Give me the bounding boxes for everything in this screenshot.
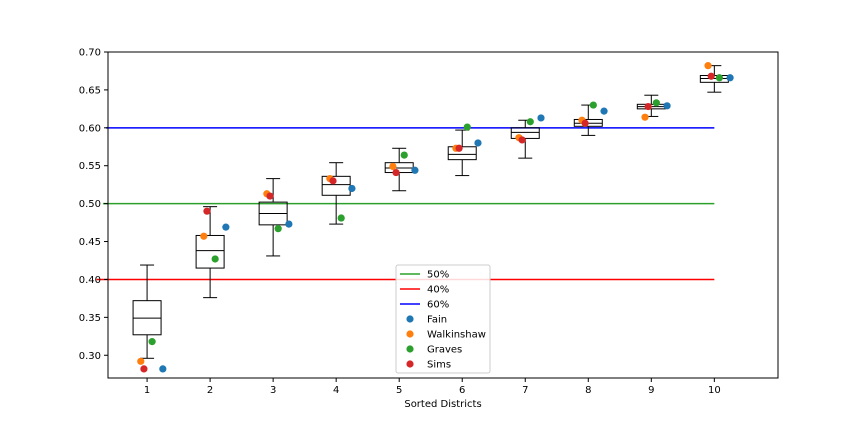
legend-marker [406,315,414,323]
x-tick-label: 4 [333,385,339,396]
legend-marker [406,360,414,368]
point-fain [537,114,545,122]
point-fain [474,139,482,147]
x-tick-label: 8 [585,385,591,396]
point-walkinshaw [389,162,397,171]
x-tick-label: 3 [270,385,276,396]
box-district-5 [384,147,414,192]
x-tick-label: 5 [396,385,402,396]
x-axis: 1 2 3 4 5 6 7 8 9 10 [144,378,721,396]
point-fain [348,184,356,193]
x-tick-label: 6 [459,385,465,396]
point-walkinshaw [200,232,208,240]
box-district-2 [195,206,225,299]
point-fain [222,223,230,231]
legend-label: Fain [427,315,447,326]
x-tick-label: 7 [522,385,528,396]
point-fain [726,74,734,82]
reference-lines [96,127,715,281]
legend: 50% 40% 60% Fain Walkinshaw Graves Sims [395,264,491,374]
point-graves [589,101,597,109]
point-walkinshaw [704,62,712,70]
legend-marker [406,330,414,338]
legend-box [395,264,491,374]
y-axis: 0.30 0.35 0.40 0.45 0.50 0.55 0.60 0.65 0.70 [79,48,108,362]
box-district-8 [573,104,603,136]
x-axis-label: Sorted Districts [404,399,481,410]
point-sims [392,168,400,177]
legend-label: Graves [427,345,462,356]
point-graves [526,118,534,126]
legend-label: Sims [427,360,451,371]
box-district-10 [699,65,729,93]
legend-marker [406,345,414,353]
point-sims [203,207,211,215]
point-sims [644,102,652,111]
point-sims [266,192,274,200]
point-sims [518,136,526,144]
legend-label: 60% [427,300,449,311]
point-graves [274,225,282,233]
point-sims [329,177,337,185]
y-tick-label: 0.65 [79,85,101,96]
legend-label: 40% [427,285,449,296]
point-fain [411,166,419,174]
point-graves [211,255,219,263]
iqr-box [195,234,225,269]
x-tick-label: 1 [144,385,150,396]
y-tick-label: 0.50 [79,199,101,210]
point-sims [455,144,463,152]
scatter-points [137,62,734,373]
point-sims [140,365,148,373]
legend-label: Walkinshaw [427,330,486,341]
x-tick-label: 2 [207,385,213,396]
x-tick-label: 9 [648,385,654,396]
point-graves [337,214,345,222]
y-tick-label: 0.30 [79,351,101,362]
y-tick-label: 0.35 [79,313,101,324]
point-sims [707,72,715,80]
point-fain [600,107,608,115]
box-district-3 [258,178,288,257]
y-tick-label: 0.60 [79,123,101,134]
x-tick-label: 10 [708,385,721,396]
box-district-6 [447,129,477,177]
y-tick-label: 0.40 [79,275,101,286]
y-tick-label: 0.55 [79,161,101,172]
point-walkinshaw [137,357,145,365]
point-graves [652,99,660,107]
point-fain [285,220,293,228]
point-fain [159,365,167,373]
y-tick-label: 0.45 [79,237,101,248]
point-graves [148,338,156,346]
point-graves [400,151,408,159]
plot-frame [107,51,779,379]
box-district-4 [321,162,351,225]
point-graves [463,123,471,131]
point-walkinshaw [641,113,649,121]
point-sims [581,119,589,127]
y-tick-label: 0.70 [79,48,101,59]
point-graves [715,74,723,82]
point-fain [663,102,671,110]
legend-label: 50% [427,270,449,281]
